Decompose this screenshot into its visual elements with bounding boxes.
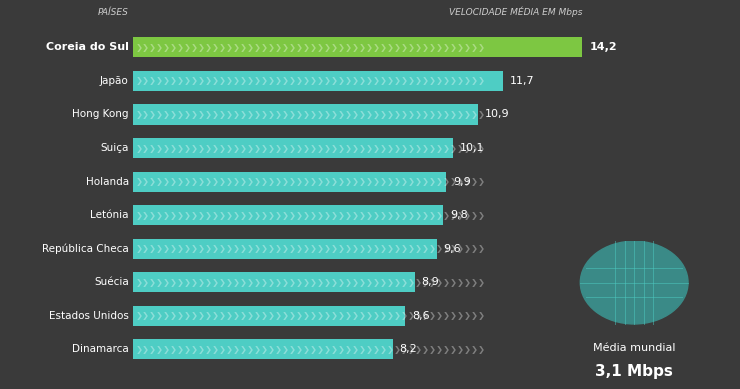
Text: ❯❯❯❯❯❯❯❯❯❯❯❯❯❯❯❯❯❯❯❯❯❯❯❯❯❯❯❯❯❯❯❯❯❯❯❯❯❯❯❯❯❯❯❯❯❯❯❯❯❯: ❯❯❯❯❯❯❯❯❯❯❯❯❯❯❯❯❯❯❯❯❯❯❯❯❯❯❯❯❯❯❯❯❯❯❯❯❯❯❯❯… xyxy=(135,144,485,152)
Text: República Checa: República Checa xyxy=(42,244,129,254)
Bar xyxy=(133,138,453,158)
Text: ››››››››››››››››››››››››››››››››››››››››››››››››››››››››››››: ››››››››››››››››››››››››››››››››››››››››… xyxy=(139,278,326,287)
Bar xyxy=(133,172,446,192)
Text: ❯❯❯❯❯❯❯❯❯❯❯❯❯❯❯❯❯❯❯❯❯❯❯❯❯❯❯❯❯❯❯❯❯❯❯❯❯❯❯❯❯❯❯❯❯❯❯❯❯❯: ❯❯❯❯❯❯❯❯❯❯❯❯❯❯❯❯❯❯❯❯❯❯❯❯❯❯❯❯❯❯❯❯❯❯❯❯❯❯❯❯… xyxy=(135,177,485,186)
Text: 8,9: 8,9 xyxy=(422,277,440,287)
Bar xyxy=(133,205,443,225)
Text: PAÍSES: PAÍSES xyxy=(98,8,129,17)
Text: 8,6: 8,6 xyxy=(412,311,430,321)
Text: 14,2: 14,2 xyxy=(589,42,617,53)
Bar xyxy=(133,306,406,326)
Text: Hong Kong: Hong Kong xyxy=(73,109,129,119)
Text: ››››››››››››››››››››››››››››››››››››››››››››››››››››››››››››: ››››››››››››››››››››››››››››››››››››››››… xyxy=(140,144,327,152)
Text: ››››››››››››››››››››››››››››››››››››››››››››››››››››››››››››: ››››››››››››››››››››››››››››››››››››››››… xyxy=(139,244,327,253)
Bar xyxy=(133,37,582,58)
Text: ❯❯❯❯❯❯❯❯❯❯❯❯❯❯❯❯❯❯❯❯❯❯❯❯❯❯❯❯❯❯❯❯❯❯❯❯❯❯❯❯❯❯❯❯❯❯❯❯❯❯: ❯❯❯❯❯❯❯❯❯❯❯❯❯❯❯❯❯❯❯❯❯❯❯❯❯❯❯❯❯❯❯❯❯❯❯❯❯❯❯❯… xyxy=(135,211,485,220)
Text: ❯❯❯❯❯❯❯❯❯❯❯❯❯❯❯❯❯❯❯❯❯❯❯❯❯❯❯❯❯❯❯❯❯❯❯❯❯❯❯❯❯❯❯❯❯❯❯❯❯❯: ❯❯❯❯❯❯❯❯❯❯❯❯❯❯❯❯❯❯❯❯❯❯❯❯❯❯❯❯❯❯❯❯❯❯❯❯❯❯❯❯… xyxy=(135,244,485,253)
FancyBboxPatch shape xyxy=(133,272,415,293)
Text: ››››››››››››››››››››››››››››››››››››››››››››››››››››››››››››: ››››››››››››››››››››››››››››››››››››››››… xyxy=(139,177,327,186)
FancyBboxPatch shape xyxy=(133,138,453,158)
Text: ❯❯❯❯❯❯❯❯❯❯❯❯❯❯❯❯❯❯❯❯❯❯❯❯❯❯❯❯❯❯❯❯❯❯❯❯❯❯❯❯❯❯❯❯❯❯❯❯❯❯: ❯❯❯❯❯❯❯❯❯❯❯❯❯❯❯❯❯❯❯❯❯❯❯❯❯❯❯❯❯❯❯❯❯❯❯❯❯❯❯❯… xyxy=(135,43,485,52)
FancyBboxPatch shape xyxy=(133,104,478,124)
Text: Letónia: Letónia xyxy=(90,210,129,220)
Text: 9,9: 9,9 xyxy=(453,177,471,187)
Text: ❯❯❯❯❯❯❯❯❯❯❯❯❯❯❯❯❯❯❯❯❯❯❯❯❯❯❯❯❯❯❯❯❯❯❯❯❯❯❯❯❯❯❯❯❯❯❯❯❯❯: ❯❯❯❯❯❯❯❯❯❯❯❯❯❯❯❯❯❯❯❯❯❯❯❯❯❯❯❯❯❯❯❯❯❯❯❯❯❯❯❯… xyxy=(135,345,485,354)
Bar xyxy=(133,71,503,91)
Text: ››››››››››››››››››››››››››››››››››››››››››››››››››››››››››››: ››››››››››››››››››››››››››››››››››››››››… xyxy=(142,43,330,52)
Bar xyxy=(133,339,393,359)
Circle shape xyxy=(580,241,688,324)
Text: ››››››››››››››››››››››››››››››››››››››››››››››››››››››››››››: ››››››››››››››››››››››››››››››››››››››››… xyxy=(140,110,328,119)
Text: ❯❯❯❯❯❯❯❯❯❯❯❯❯❯❯❯❯❯❯❯❯❯❯❯❯❯❯❯❯❯❯❯❯❯❯❯❯❯❯❯❯❯❯❯❯❯❯❯❯❯: ❯❯❯❯❯❯❯❯❯❯❯❯❯❯❯❯❯❯❯❯❯❯❯❯❯❯❯❯❯❯❯❯❯❯❯❯❯❯❯❯… xyxy=(135,311,485,321)
Text: 10,9: 10,9 xyxy=(485,109,509,119)
Text: 11,7: 11,7 xyxy=(510,76,535,86)
FancyBboxPatch shape xyxy=(133,205,443,225)
Text: Japão: Japão xyxy=(100,76,129,86)
Text: Suiça: Suiça xyxy=(101,143,129,153)
FancyBboxPatch shape xyxy=(133,172,446,192)
Text: ❯❯❯❯❯❯❯❯❯❯❯❯❯❯❯❯❯❯❯❯❯❯❯❯❯❯❯❯❯❯❯❯❯❯❯❯❯❯❯❯❯❯❯❯❯❯❯❯❯❯: ❯❯❯❯❯❯❯❯❯❯❯❯❯❯❯❯❯❯❯❯❯❯❯❯❯❯❯❯❯❯❯❯❯❯❯❯❯❯❯❯… xyxy=(135,110,485,119)
Text: 9,6: 9,6 xyxy=(444,244,461,254)
Text: Suécia: Suécia xyxy=(94,277,129,287)
FancyBboxPatch shape xyxy=(133,239,437,259)
FancyBboxPatch shape xyxy=(133,37,582,58)
Bar xyxy=(133,239,437,259)
Text: ❯❯❯❯❯❯❯❯❯❯❯❯❯❯❯❯❯❯❯❯❯❯❯❯❯❯❯❯❯❯❯❯❯❯❯❯❯❯❯❯❯❯❯❯❯❯❯❯❯❯: ❯❯❯❯❯❯❯❯❯❯❯❯❯❯❯❯❯❯❯❯❯❯❯❯❯❯❯❯❯❯❯❯❯❯❯❯❯❯❯❯… xyxy=(135,76,485,86)
Text: VELOCIDADE MÉDIA EM Mbps: VELOCIDADE MÉDIA EM Mbps xyxy=(449,7,582,17)
Text: ❯❯❯❯❯❯❯❯❯❯❯❯❯❯❯❯❯❯❯❯❯❯❯❯❯❯❯❯❯❯❯❯❯❯❯❯❯❯❯❯❯❯❯❯❯❯❯❯❯❯: ❯❯❯❯❯❯❯❯❯❯❯❯❯❯❯❯❯❯❯❯❯❯❯❯❯❯❯❯❯❯❯❯❯❯❯❯❯❯❯❯… xyxy=(135,278,485,287)
Text: 10,1: 10,1 xyxy=(460,143,484,153)
FancyBboxPatch shape xyxy=(133,306,406,326)
Bar xyxy=(133,104,478,124)
Text: 8,2: 8,2 xyxy=(400,344,417,354)
Text: Dinamarca: Dinamarca xyxy=(72,344,129,354)
Bar xyxy=(133,272,415,293)
Text: Coreia do Sul: Coreia do Sul xyxy=(46,42,129,53)
FancyBboxPatch shape xyxy=(133,71,503,91)
Text: Holanda: Holanda xyxy=(86,177,129,187)
Text: Estados Unidos: Estados Unidos xyxy=(49,311,129,321)
Text: 9,8: 9,8 xyxy=(450,210,468,220)
Text: ››››››››››››››››››››››››››››››››››››››››››››››››››››››››››››: ››››››››››››››››››››››››››››››››››››››››… xyxy=(138,311,326,321)
Text: ››››››››››››››››››››››››››››››››››››››››››››››››››››››››››››: ››››››››››››››››››››››››››››››››››››››››… xyxy=(139,211,327,220)
Text: ››››››››››››››››››››››››››››››››››››››››››››››››››››››››››››: ››››››››››››››››››››››››››››››››››››››››… xyxy=(138,345,326,354)
FancyBboxPatch shape xyxy=(133,339,393,359)
Text: 3,1 Mbps: 3,1 Mbps xyxy=(595,364,673,379)
Text: Média mundial: Média mundial xyxy=(593,343,676,352)
Text: ››››››››››››››››››››››››››››››››››››››››››››››››››››››››››››: ››››››››››››››››››››››››››››››››››››››››… xyxy=(141,76,328,86)
